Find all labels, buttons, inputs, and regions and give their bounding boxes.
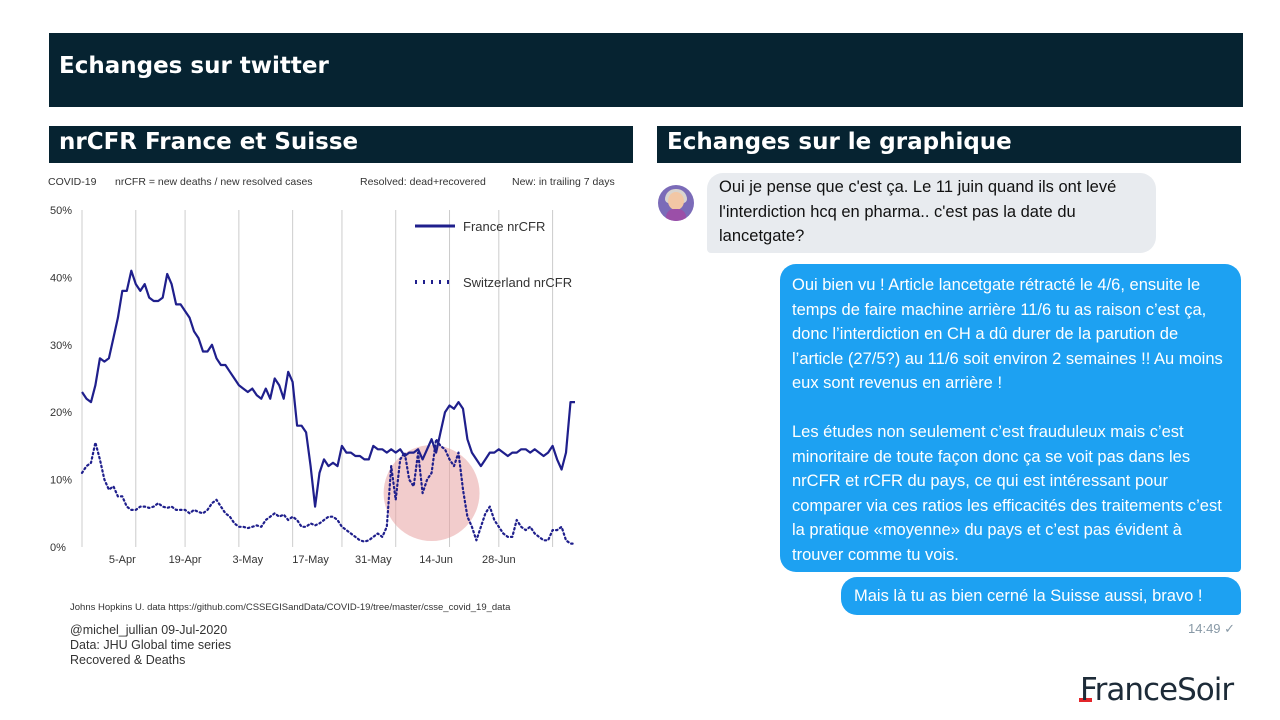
avatar-face [668,192,684,210]
chart-image: COVID-19 nrCFR = new deaths / new resolve… [40,170,636,667]
y-tick-label: 50% [50,205,72,217]
right-heading: Echanges sur le graphique [667,129,1012,155]
outgoing-message-1-paragraph-2: Les études non seulement c’est frauduleu… [792,423,1222,564]
chart-header-text-2: Resolved: dead+recovered [360,176,486,188]
x-tick-label: 3-May [233,554,264,566]
message-timestamp: 14:49 ✓ [1188,621,1236,636]
incoming-message[interactable]: Oui je pense que c'est ça. Le 11 juin qu… [707,173,1156,253]
x-tick-label: 17-May [292,554,329,566]
chart-header-text-3: New: in trailing 7 days [512,176,615,188]
legend-label-1: Switzerland nrCFR [463,275,572,290]
x-tick-label: 5-Apr [109,554,136,566]
chart-header-text-0: COVID-19 [48,176,97,188]
logo-accent-dash [1079,698,1092,702]
chart-author: @michel_jullian 09-Jul-2020 [70,623,228,637]
outgoing-message-1-paragraph-1: Oui bien vu ! Article lancetgate rétract… [792,276,1223,392]
slide-title: Echanges sur twitter [59,53,329,79]
right-heading-bar: Echanges sur le graphique [657,126,1241,163]
chart-data-line-2: Recovered & Deaths [70,653,186,667]
francesoir-logo[interactable]: FranceSoir [1080,672,1234,708]
outgoing-message-2[interactable]: Mais là tu as bien cerné la Suisse aussi… [841,577,1241,615]
left-heading: nrCFR France et Suisse [59,129,359,155]
y-tick-label: 40% [50,272,72,284]
chart-source: Johns Hopkins U. data https://github.com… [70,602,511,613]
left-heading-bar: nrCFR France et Suisse [49,126,633,163]
highlight-circle [383,445,480,542]
y-tick-label: 30% [50,340,72,352]
outgoing-message-1[interactable]: Oui bien vu ! Article lancetgate rétract… [780,264,1241,572]
y-tick-label: 20% [50,407,72,419]
x-tick-label: 19-Apr [169,554,202,566]
chart-header-text-1: nrCFR = new deaths / new resolved cases [115,176,313,188]
slide-title-bar: Echanges sur twitter [49,33,1243,107]
x-tick-label: 28-Jun [482,554,516,566]
legend-label-0: France nrCFR [463,219,545,234]
avatar-body [666,209,686,221]
x-tick-label: 14-Jun [419,554,453,566]
series-switzerland-line [80,438,577,545]
series-france-line [81,269,575,508]
nrcfr-chart: COVID-19 nrCFR = new deaths / new resolve… [48,176,615,566]
avatar[interactable] [658,185,694,221]
y-tick-label: 0% [50,542,66,554]
y-tick-label: 10% [50,475,72,487]
x-tick-label: 31-May [355,554,392,566]
chart-data-line-1: Data: JHU Global time series [70,638,232,652]
chart-credits: Johns Hopkins U. data https://github.com… [70,600,510,668]
